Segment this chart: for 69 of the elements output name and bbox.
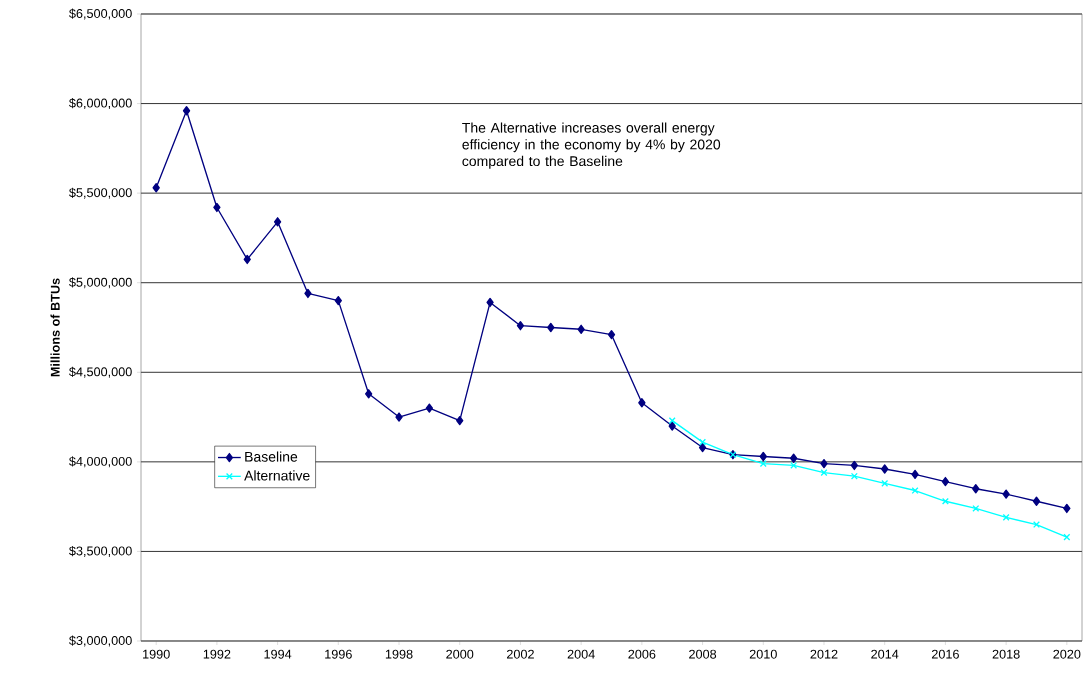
x-tick-label: 2012 <box>810 649 838 659</box>
y-tick-label: $4,500,000 <box>69 366 132 378</box>
point <box>456 415 464 426</box>
x-tick-label: 2000 <box>446 649 474 659</box>
point <box>820 469 828 477</box>
point <box>881 464 889 474</box>
point <box>790 461 798 469</box>
point <box>668 421 676 431</box>
point <box>972 484 980 494</box>
legend-label: Alternative <box>244 470 310 481</box>
y-tick-label: $3,000,000 <box>69 635 132 647</box>
x-tick-label: 1990 <box>143 649 170 659</box>
x-tick-label: 1998 <box>385 649 413 659</box>
point <box>972 504 980 512</box>
point <box>273 217 282 227</box>
y-tick-label: $5,000,000 <box>69 277 132 289</box>
x-tick-label: 2020 <box>1053 649 1081 659</box>
point <box>364 389 373 399</box>
point <box>698 442 707 453</box>
point <box>486 297 494 308</box>
point <box>759 460 767 468</box>
point <box>182 106 191 116</box>
x-tick-label: 1996 <box>325 649 352 659</box>
x-tick-label: 2006 <box>628 649 656 659</box>
point <box>425 403 434 413</box>
x-tick-label: 2004 <box>567 649 595 659</box>
legend-label: Baseline <box>245 451 298 462</box>
point <box>1063 533 1071 541</box>
y-tick-label: $4,000,000 <box>69 456 132 468</box>
point <box>759 451 767 462</box>
point <box>334 295 342 306</box>
point <box>789 453 798 463</box>
point <box>820 458 828 469</box>
point <box>638 398 646 408</box>
x-tick-label: 2018 <box>992 649 1020 659</box>
point <box>1002 513 1010 521</box>
x-tick-label: 2008 <box>689 649 717 659</box>
point <box>911 487 919 495</box>
x-tick-label: 2002 <box>506 649 534 659</box>
x-tick-label: 1992 <box>203 649 231 659</box>
point <box>850 472 858 480</box>
point <box>941 497 949 505</box>
point <box>1002 489 1010 499</box>
x-tick-label: 2016 <box>931 649 959 659</box>
point <box>152 183 160 193</box>
point <box>547 322 555 333</box>
point <box>699 438 707 446</box>
point <box>213 202 221 213</box>
point <box>304 288 312 299</box>
x-tick-label: 2010 <box>749 649 777 659</box>
y-tick-label: $6,000,000 <box>69 98 132 110</box>
point <box>911 469 919 480</box>
annotation: The Alternative increases overall energy efficiency in the economy by 4% by 2020 compared to the Baseline <box>462 122 721 169</box>
y-tick-label: $3,500,000 <box>69 545 132 557</box>
point <box>941 476 950 487</box>
y-tick-label: $6,500,000 <box>69 8 132 20</box>
y-tick-label: $5,500,000 <box>69 187 132 199</box>
y-axis-title: Millions of BTUs <box>50 278 60 377</box>
x-tick-label: 1994 <box>264 649 292 659</box>
point <box>668 417 676 425</box>
point <box>607 329 616 340</box>
point <box>395 412 403 422</box>
point <box>1032 496 1041 506</box>
x-tick-label: 2014 <box>871 649 899 659</box>
point <box>243 254 251 265</box>
point <box>1063 503 1071 514</box>
point <box>516 321 525 331</box>
point <box>850 460 859 471</box>
point <box>577 324 585 334</box>
